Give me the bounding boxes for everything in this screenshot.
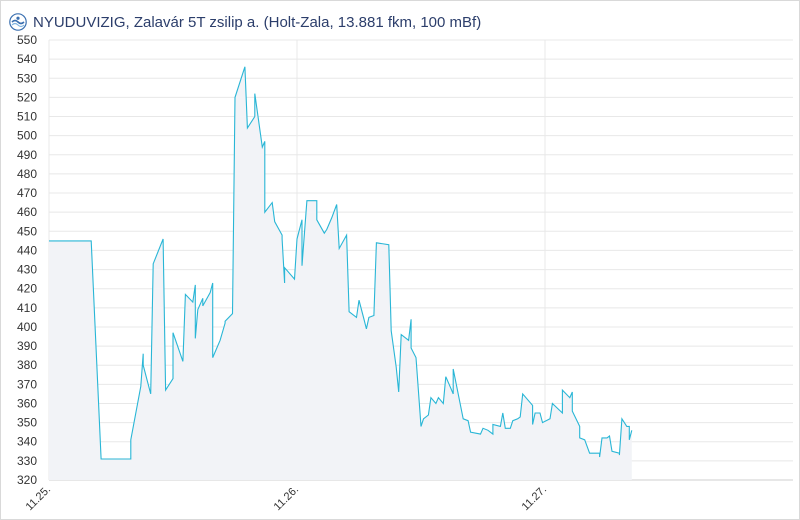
- y-tick-label: 500: [17, 129, 37, 143]
- y-tick-label: 450: [17, 224, 37, 238]
- y-axis: 320 330 340 350 360 370 380 390 400 410 420 430 440 4…: [17, 33, 37, 487]
- y-tick-label: 320: [17, 473, 37, 487]
- y-tick-label: 550: [17, 33, 37, 47]
- series-line: [49, 66, 633, 460]
- y-tick-label: 380: [17, 358, 37, 372]
- y-tick-label: 410: [17, 301, 37, 315]
- area-layer: [49, 66, 632, 481]
- x-tick-label: 11.27.: [520, 484, 550, 514]
- y-tick-label: 400: [17, 320, 37, 334]
- y-tick-label: 360: [17, 396, 37, 410]
- y-tick-label: 460: [17, 205, 37, 219]
- y-tick-label: 420: [17, 282, 37, 296]
- y-tick-label: 510: [17, 110, 37, 124]
- chart-header: NYUDUVIZIG, Zalavár 5T zsilip a. (Holt-Z…: [9, 9, 481, 35]
- y-tick-label: 470: [17, 186, 37, 200]
- y-tick-label: 530: [17, 71, 37, 85]
- y-tick-label: 490: [17, 148, 37, 162]
- x-axis: 11.25. 11.26. 11.27.: [24, 484, 550, 514]
- x-tick-label: 11.26.: [272, 484, 302, 514]
- y-tick-label: 440: [17, 243, 37, 257]
- y-tick-label: 480: [17, 167, 37, 181]
- y-tick-label: 350: [17, 416, 37, 430]
- y-tick-label: 340: [17, 435, 37, 449]
- y-tick-label: 540: [17, 52, 37, 66]
- y-tick-label: 370: [17, 377, 37, 391]
- x-tick-label: 11.25.: [24, 484, 54, 514]
- line-layer: [49, 66, 633, 460]
- y-tick-label: 520: [17, 90, 37, 104]
- y-tick-label: 430: [17, 263, 37, 277]
- y-tick-label: 390: [17, 339, 37, 353]
- chart-title: NYUDUVIZIG, Zalavár 5T zsilip a. (Holt-Z…: [33, 13, 482, 31]
- series-area: [49, 66, 632, 481]
- y-tick-label: 330: [17, 454, 37, 468]
- nyuduvizig-logo-icon: [9, 13, 27, 31]
